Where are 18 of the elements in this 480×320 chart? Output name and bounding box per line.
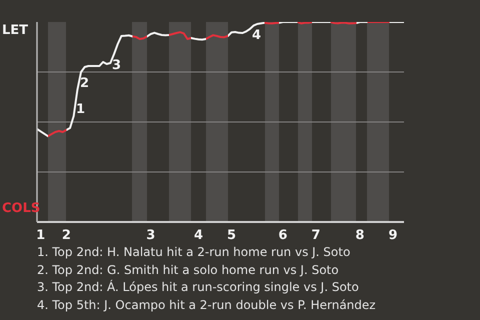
text: LET (2, 23, 28, 39)
x-tick-label: 1 (36, 228, 46, 244)
x-tick-label: 4 (194, 228, 204, 244)
x-tick-label: 9 (388, 228, 398, 244)
text: 3. Top 2nd: Á. Lópes hit a run-scoring single vs J. Soto (37, 279, 360, 296)
annotation: 3 (112, 58, 122, 74)
text: 1. Top 2nd: H. Nalatu hit a 2-run home run vs J. Soto (37, 244, 352, 261)
annotation: 1 (76, 102, 86, 118)
x-tick-label: 6 (278, 228, 288, 244)
x-tick-label: 7 (311, 228, 320, 244)
annotation: 4 (252, 28, 262, 44)
text: 2. Top 2nd: G. Smith hit a solo home run vs J. Soto (37, 262, 340, 278)
text: 4. Top 5th: J. Ocampo hit a 2-run double vs P. Hernández (37, 296, 376, 314)
x-tick-label: 3 (146, 228, 156, 244)
x-tick-label: 2 (62, 228, 71, 244)
x-tick-label: 8 (355, 228, 364, 244)
x-tick-label: 5 (226, 228, 236, 244)
annotation: 2 (80, 76, 90, 92)
